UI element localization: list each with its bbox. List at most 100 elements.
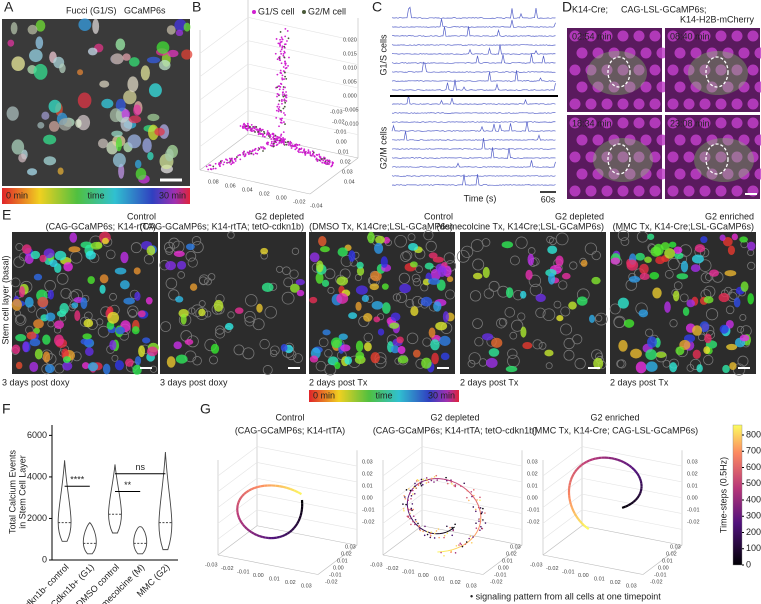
point	[270, 140, 273, 143]
point	[212, 167, 215, 170]
trajectory	[639, 490, 642, 494]
point	[430, 477, 433, 480]
cell	[399, 283, 411, 294]
trajectory	[448, 528, 453, 532]
cell	[168, 289, 180, 301]
point	[251, 149, 254, 152]
point	[279, 140, 281, 143]
point	[277, 103, 280, 106]
point	[246, 129, 249, 132]
nucleus	[624, 168, 636, 180]
grid-line	[217, 509, 258, 540]
point	[284, 27, 287, 30]
point	[275, 38, 278, 40]
point	[280, 52, 283, 55]
nucleus	[722, 81, 734, 93]
point	[231, 162, 234, 164]
point	[420, 484, 423, 487]
point	[478, 520, 480, 522]
point	[436, 479, 439, 481]
point	[283, 105, 286, 108]
point	[242, 152, 245, 155]
point	[283, 93, 286, 96]
cell	[409, 261, 418, 268]
timepoint: 3 days post doxy	[2, 377, 70, 387]
point	[287, 37, 290, 40]
legend-marker	[252, 10, 256, 14]
cell	[215, 325, 225, 335]
trajectory	[630, 501, 635, 505]
point	[313, 155, 316, 158]
cell	[647, 336, 657, 348]
cell	[181, 49, 193, 60]
cell	[148, 83, 162, 98]
point	[276, 135, 279, 138]
point	[286, 40, 288, 42]
cell	[62, 361, 73, 371]
cell	[159, 59, 171, 71]
cell	[109, 108, 122, 123]
cell	[569, 261, 578, 270]
point	[261, 132, 263, 135]
cell	[380, 256, 388, 268]
legend-marker	[302, 10, 306, 14]
point	[480, 512, 483, 515]
point	[251, 130, 254, 132]
cell	[522, 341, 533, 350]
trajectory	[637, 475, 642, 480]
cell	[474, 337, 484, 347]
point	[258, 148, 261, 150]
cell	[87, 47, 98, 56]
cell	[281, 291, 295, 305]
cell	[107, 311, 120, 324]
point	[207, 168, 210, 171]
trajectory	[278, 485, 284, 488]
cell	[485, 357, 498, 368]
cell	[507, 348, 518, 359]
cell	[726, 343, 738, 351]
cell	[142, 337, 151, 344]
cell	[722, 364, 730, 374]
trajectory	[568, 498, 572, 502]
trajectory	[240, 521, 244, 526]
y-tick-label: -0.02	[332, 119, 345, 125]
cell	[532, 339, 543, 350]
axis-edge	[217, 525, 258, 556]
point	[479, 529, 481, 532]
point	[282, 131, 285, 133]
cell	[649, 271, 660, 280]
point	[296, 144, 299, 147]
y-tick-label: 4000	[27, 471, 47, 481]
trajectory	[409, 489, 413, 493]
point	[280, 100, 283, 103]
point	[274, 52, 277, 55]
cell	[140, 65, 150, 81]
y-tick-label: 0.04	[344, 179, 355, 185]
timestamp: 18:34 min	[572, 118, 612, 128]
cell	[187, 257, 198, 268]
cell	[482, 333, 494, 341]
nucleus	[690, 134, 702, 146]
nucleus	[633, 30, 645, 42]
nucleus	[617, 151, 629, 163]
z-tick-label: 0.01	[527, 483, 538, 489]
cell	[669, 362, 678, 373]
cell	[411, 273, 421, 283]
cell	[101, 237, 109, 245]
trajectory	[476, 527, 480, 532]
point	[402, 507, 405, 510]
x-tick-label: -0.04	[310, 203, 323, 209]
x-tick-label: 0.08	[208, 179, 219, 185]
point	[470, 490, 473, 493]
timepoint: 2 days post Tx	[610, 377, 669, 387]
grid-line	[421, 509, 523, 530]
trace	[391, 174, 556, 186]
trajectory	[409, 514, 412, 519]
point	[402, 503, 404, 505]
point	[423, 534, 426, 537]
point	[229, 161, 231, 164]
nucleus	[738, 81, 750, 93]
y-tick-label: 0.01	[338, 149, 349, 155]
cell	[747, 293, 754, 305]
cell	[146, 245, 156, 256]
